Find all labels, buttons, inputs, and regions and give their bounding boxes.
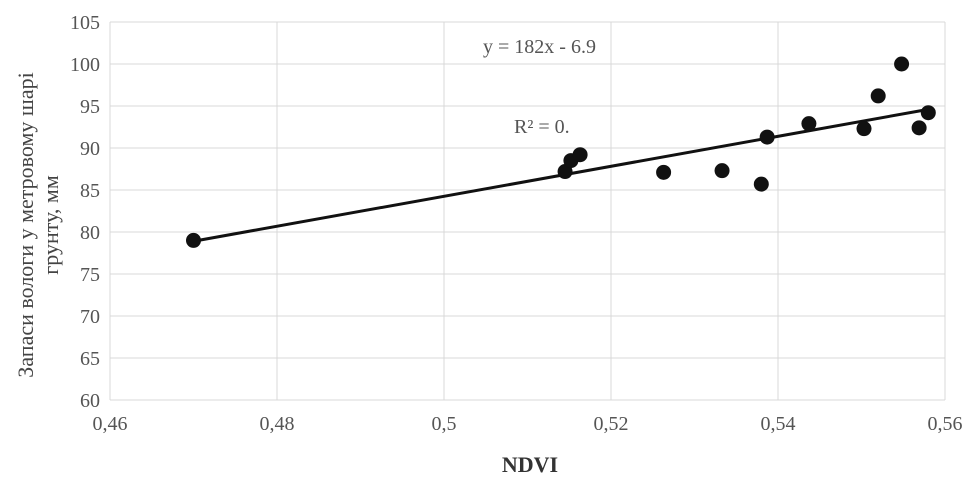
x-tick-labels: 0,46 0,48 0,5 0,52 0,54 0,56 [93,413,963,435]
x-axis-title: NDVI [502,452,558,476]
y-axis-title: Запаси вологи у метровому шарі грунту, м… [13,72,63,377]
y-axis-title-line-1: Запаси вологи у метровому шарі [13,72,38,377]
x-tick-label: 0,48 [260,413,295,435]
x-tick-label: 0,54 [761,413,796,435]
data-point [714,163,730,179]
y-axis-title-line-2: грунту, мм [38,175,63,275]
data-point [920,105,936,121]
y-tick-label: 75 [80,264,100,286]
data-point [186,232,201,248]
data-point [801,116,817,132]
data-point [572,147,588,163]
equation-annotation: y = 182x - 6.9 [483,36,596,58]
x-tick-label: 0,46 [93,413,128,435]
data-point [911,120,927,136]
y-tick-label: 105 [70,12,100,34]
data-point [759,129,775,145]
data-points [186,56,936,248]
y-tick-label: 95 [80,96,100,118]
x-tick-label: 0,5 [432,413,457,435]
x-tick-label: 0,56 [928,413,963,435]
y-tick-label: 70 [80,306,100,328]
y-tick-label: 85 [80,180,100,202]
r-squared-annotation: R² = 0. [514,116,570,138]
data-point [894,56,910,72]
y-tick-label: 90 [80,138,100,160]
data-point [753,176,769,192]
data-point [870,88,886,104]
y-tick-label: 60 [80,390,100,412]
y-tick-label: 100 [70,54,100,76]
y-tick-label: 80 [80,222,100,244]
y-tick-label: 65 [80,348,100,370]
data-point [656,164,672,180]
data-point [856,121,872,137]
x-tick-label: 0,52 [594,413,629,435]
y-tick-labels: 60 65 70 75 80 85 90 95 100 105 [70,12,100,412]
grid-layer [109,21,946,401]
